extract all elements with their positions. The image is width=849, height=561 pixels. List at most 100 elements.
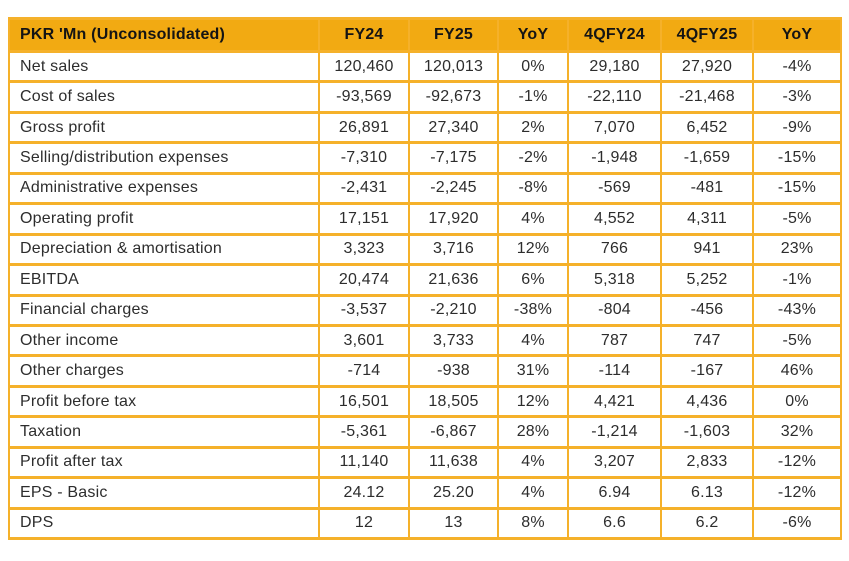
data-cell: 120,460	[318, 49, 410, 84]
data-cell: -938	[408, 354, 499, 388]
data-cell: 31%	[497, 354, 569, 388]
header-cell-fy24: FY24	[318, 17, 410, 53]
header-row: PKR 'Mn (Unconsolidated) FY24 FY25 YoY 4QFY2…	[8, 17, 842, 53]
data-cell: 20,474	[318, 263, 410, 297]
data-cell: -804	[567, 293, 662, 327]
data-cell: -38%	[497, 293, 569, 327]
row-label: Other charges	[8, 354, 320, 388]
table-row: Gross profit 26,891 27,340 2% 7,070 6,452 -9%	[8, 110, 842, 145]
data-cell: 32%	[752, 415, 842, 449]
data-cell: 18,505	[408, 384, 499, 419]
data-cell: 0%	[497, 49, 569, 84]
row-label: EPS - Basic	[8, 476, 320, 510]
data-cell: 3,323	[318, 232, 410, 267]
data-cell: 13	[408, 506, 499, 541]
table-row: Taxation -5,361 -6,867 28% -1,214 -1,603 32%	[8, 415, 842, 449]
data-cell: 3,716	[408, 232, 499, 267]
data-cell: -43%	[752, 293, 842, 327]
row-label: Operating profit	[8, 202, 320, 236]
data-cell: -6%	[752, 506, 842, 541]
data-cell: -12%	[752, 445, 842, 480]
table-row: Depreciation & amortisation 3,323 3,716 12%…	[8, 232, 842, 267]
data-cell: 46%	[752, 354, 842, 388]
data-cell: -569	[567, 171, 662, 206]
row-label: Taxation	[8, 415, 320, 449]
data-cell: -481	[660, 171, 754, 206]
data-cell: 27,340	[408, 110, 499, 145]
data-cell: 3,207	[567, 445, 662, 480]
data-cell: 25.20	[408, 476, 499, 510]
data-cell: 23%	[752, 232, 842, 267]
row-label: Administrative expenses	[8, 171, 320, 206]
table-row: Net sales 120,460 120,013 0% 29,180 27,920 -4%	[8, 49, 842, 84]
data-cell: 28%	[497, 415, 569, 449]
data-cell: 12%	[497, 232, 569, 267]
data-cell: -1,603	[660, 415, 754, 449]
table-row: Administrative expenses -2,431 -2,245 -8% -5…	[8, 171, 842, 206]
data-cell: -1%	[497, 80, 569, 114]
data-cell: -5%	[752, 323, 842, 358]
data-cell: 3,601	[318, 323, 410, 358]
table-row: Selling/distribution expenses -7,310 -7,17…	[8, 141, 842, 175]
data-cell: 4%	[497, 202, 569, 236]
data-cell: 24.12	[318, 476, 410, 510]
data-cell: 4,311	[660, 202, 754, 236]
data-cell: 6%	[497, 263, 569, 297]
header-cell-yoy: YoY	[497, 17, 569, 53]
data-cell: 17,151	[318, 202, 410, 236]
table-header: PKR 'Mn (Unconsolidated) FY24 FY25 YoY 4QFY2…	[8, 17, 842, 53]
row-label: Profit after tax	[8, 445, 320, 480]
data-cell: 27,920	[660, 49, 754, 84]
table-body: Net sales 120,460 120,013 0% 29,180 27,920 -4%…	[8, 49, 842, 541]
data-cell: 5,252	[660, 263, 754, 297]
data-cell: 12%	[497, 384, 569, 419]
row-label: Net sales	[8, 49, 320, 84]
data-cell: -1,214	[567, 415, 662, 449]
data-cell: -1,659	[660, 141, 754, 175]
data-cell: 5,318	[567, 263, 662, 297]
data-cell: -12%	[752, 476, 842, 510]
financial-results-table-container: PKR 'Mn (Unconsolidated) FY24 FY25 YoY 4QFY2…	[8, 17, 842, 541]
table-row: Other charges -714 -938 31% -114 -167 46%	[8, 354, 842, 388]
row-label: Other income	[8, 323, 320, 358]
table-row: DPS 12 13 8% 6.6 6.2 -6%	[8, 506, 842, 541]
header-cell-4qfy24: 4QFY24	[567, 17, 662, 53]
data-cell: -5%	[752, 202, 842, 236]
data-cell: 6.94	[567, 476, 662, 510]
data-cell: 747	[660, 323, 754, 358]
table-row: Other income 3,601 3,733 4% 787 747 -5%	[8, 323, 842, 358]
table-row: Profit after tax 11,140 11,638 4% 3,207 2,833…	[8, 445, 842, 480]
data-cell: 4%	[497, 445, 569, 480]
data-cell: -15%	[752, 141, 842, 175]
financial-results-table: PKR 'Mn (Unconsolidated) FY24 FY25 YoY 4QFY2…	[8, 17, 842, 541]
row-label: Depreciation & amortisation	[8, 232, 320, 267]
data-cell: 4,421	[567, 384, 662, 419]
data-cell: 12	[318, 506, 410, 541]
data-cell: -9%	[752, 110, 842, 145]
table-row: Cost of sales -93,569 -92,673 -1% -22,110 -21…	[8, 80, 842, 114]
data-cell: -15%	[752, 171, 842, 206]
data-cell: 17,920	[408, 202, 499, 236]
data-cell: 120,013	[408, 49, 499, 84]
table-row: EPS - Basic 24.12 25.20 4% 6.94 6.13 -12%	[8, 476, 842, 510]
row-label: EBITDA	[8, 263, 320, 297]
table-row: Financial charges -3,537 -2,210 -38% -804 -45…	[8, 293, 842, 327]
data-cell: -21,468	[660, 80, 754, 114]
data-cell: 766	[567, 232, 662, 267]
data-cell: 7,070	[567, 110, 662, 145]
data-cell: -114	[567, 354, 662, 388]
table-row: Operating profit 17,151 17,920 4% 4,552 4,311…	[8, 202, 842, 236]
row-label: DPS	[8, 506, 320, 541]
header-cell-yoy: YoY	[752, 17, 842, 53]
header-cell-row-label: PKR 'Mn (Unconsolidated)	[8, 17, 320, 53]
data-cell: -8%	[497, 171, 569, 206]
data-cell: -1%	[752, 263, 842, 297]
data-cell: 6.2	[660, 506, 754, 541]
data-cell: 4%	[497, 323, 569, 358]
data-cell: 16,501	[318, 384, 410, 419]
data-cell: 6.13	[660, 476, 754, 510]
data-cell: 21,636	[408, 263, 499, 297]
row-label: Profit before tax	[8, 384, 320, 419]
data-cell: -3,537	[318, 293, 410, 327]
data-cell: -7,310	[318, 141, 410, 175]
